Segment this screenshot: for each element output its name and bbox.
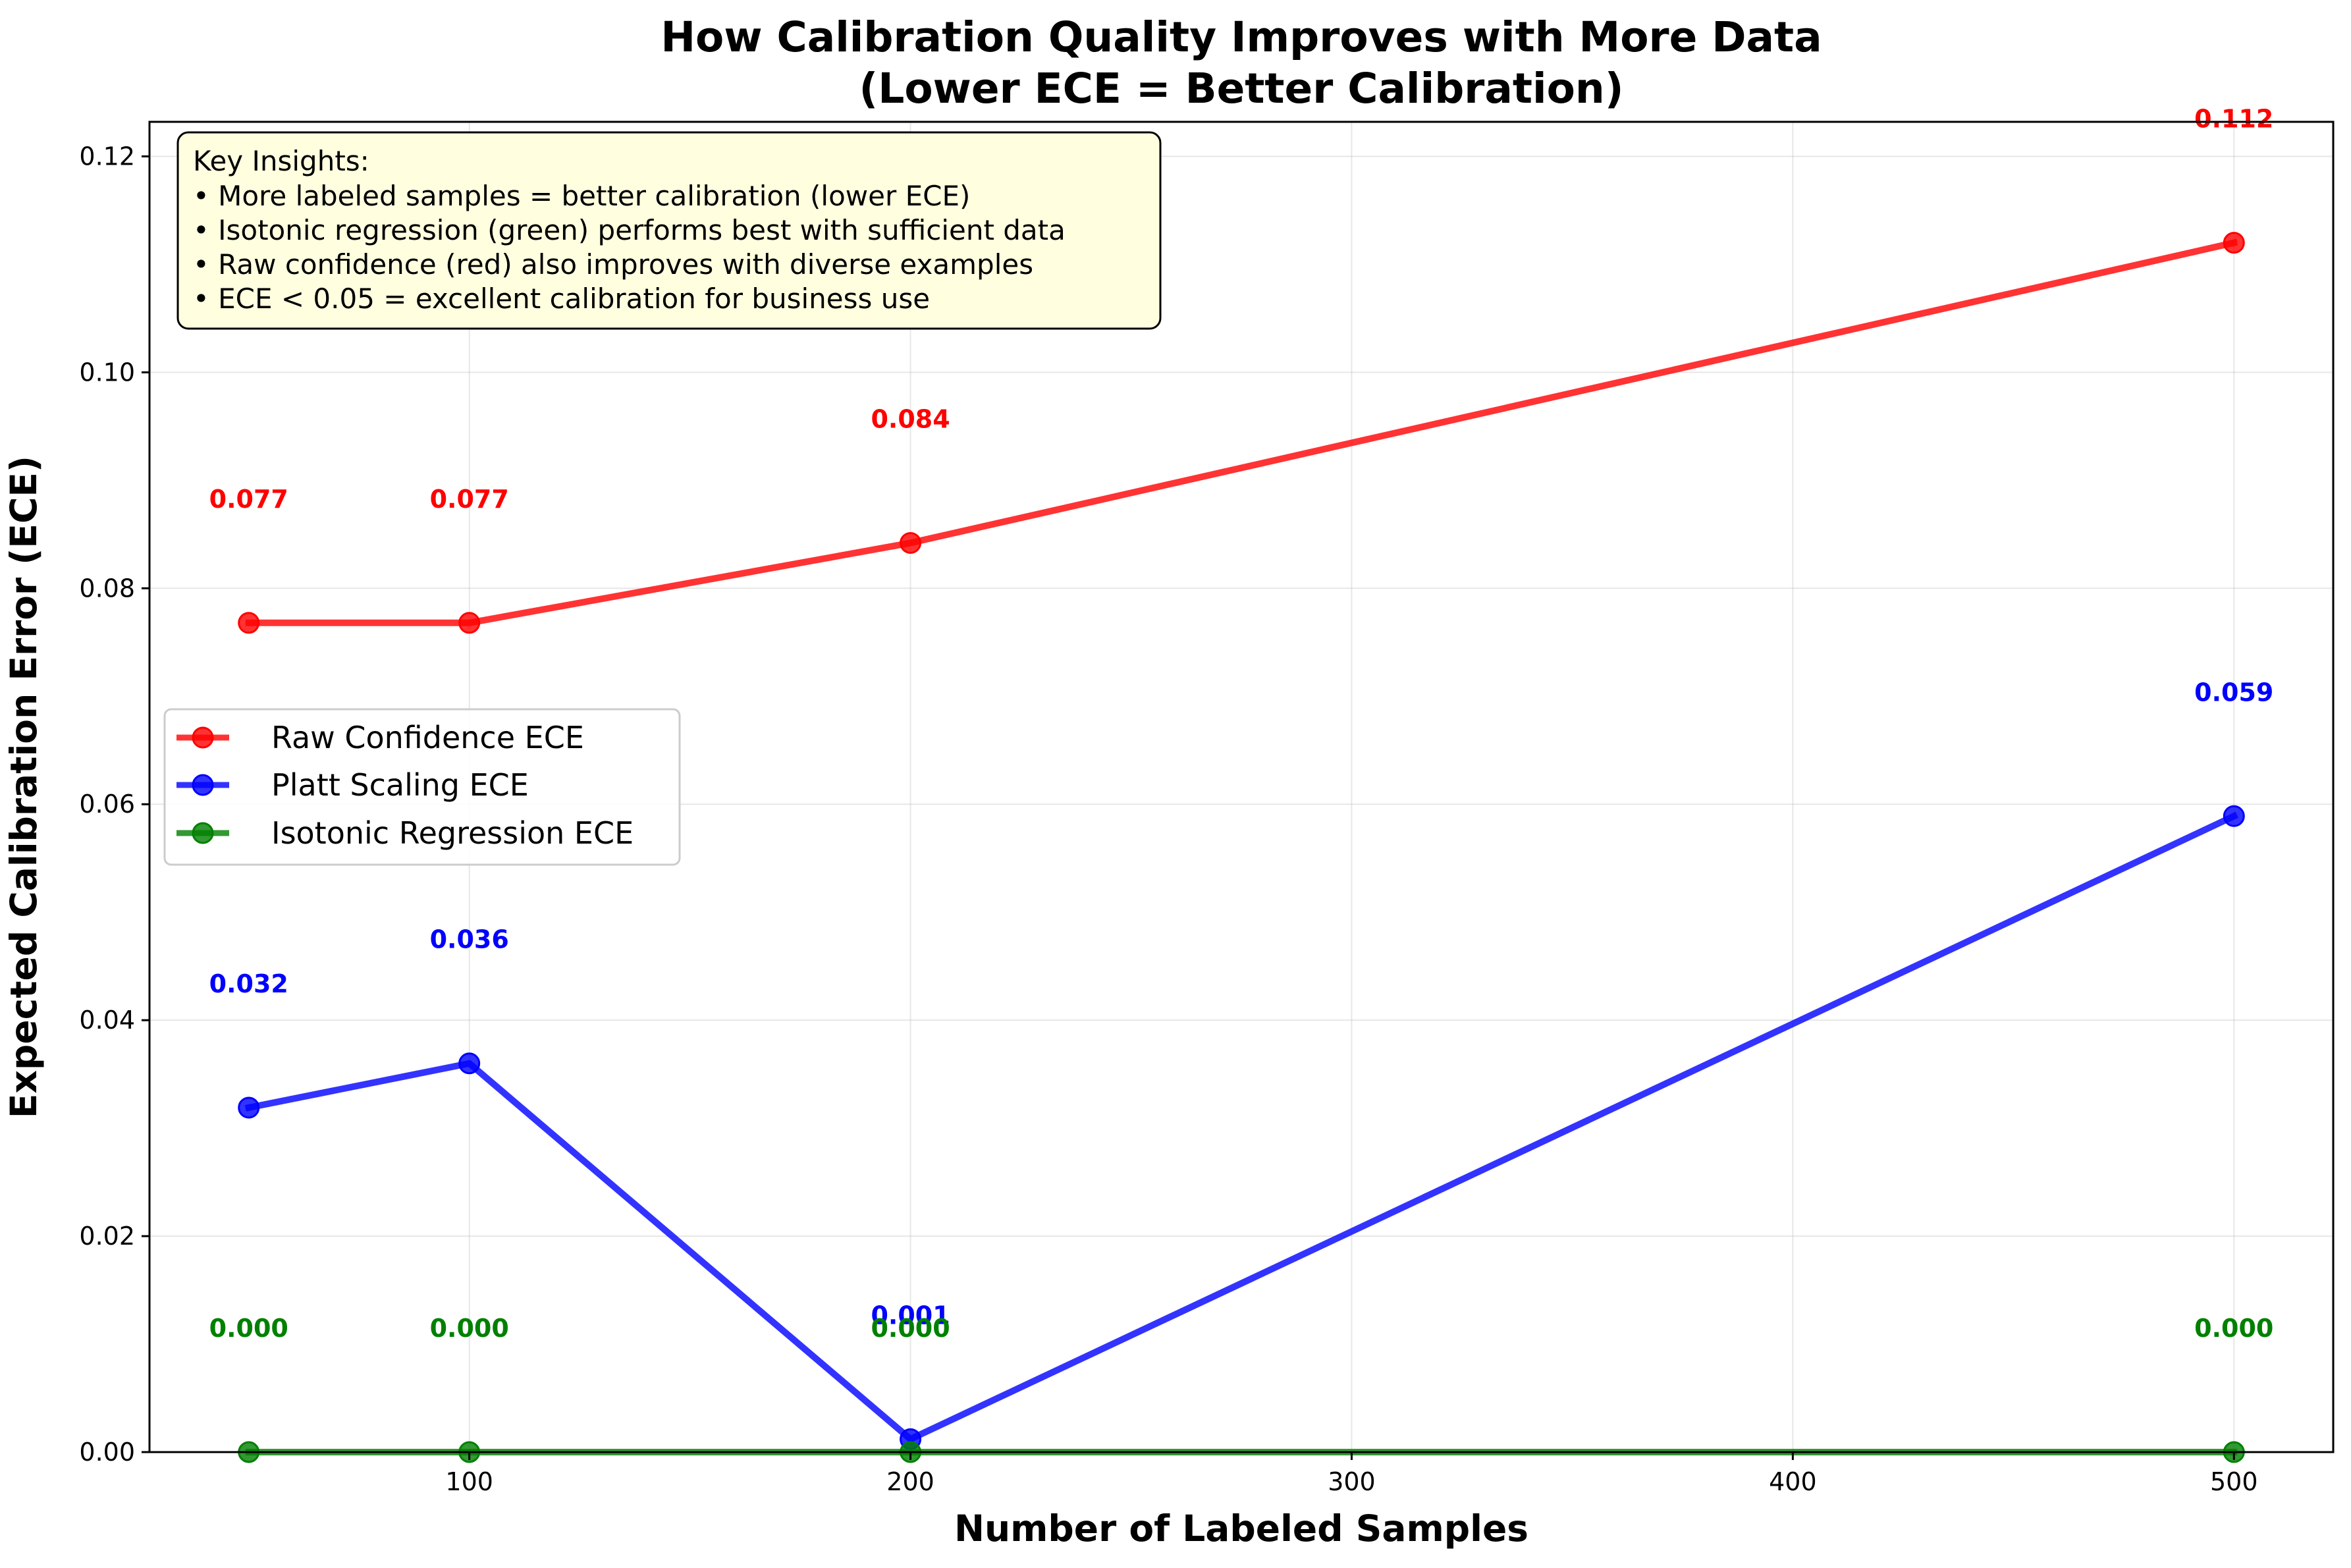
x-axis-label: Number of Labeled Samples	[954, 1507, 1528, 1550]
y-tick-label: 0.00	[79, 1438, 135, 1467]
x-tick-label: 400	[1769, 1467, 1817, 1496]
chart-title-line-1: How Calibration Quality Improves with Mo…	[661, 13, 1822, 61]
x-tick-label: 200	[886, 1467, 934, 1496]
insight-line-4: • ECE < 0.05 = excellent calibration for…	[193, 283, 930, 315]
data-label-raw-confidence: 0.084	[871, 404, 950, 433]
legend-box	[163, 708, 681, 866]
legend-label-isotonic-regression: Isotonic Regression ECE	[271, 815, 634, 851]
y-tick-label: 0.04	[79, 1006, 135, 1035]
data-point-platt-scaling	[2223, 805, 2245, 827]
y-tick-label: 0.08	[79, 574, 135, 603]
x-tick-label: 300	[1328, 1467, 1376, 1496]
legend-label-platt-scaling: Platt Scaling ECE	[271, 767, 529, 803]
x-tick-label: 100	[445, 1467, 493, 1496]
legend: Raw Confidence ECE Platt Scaling ECE Iso…	[163, 708, 681, 866]
data-label-isotonic-regression: 0.000	[430, 1314, 509, 1343]
insight-line-2: • Isotonic regression (green) performs b…	[193, 214, 1066, 246]
data-label-raw-confidence: 0.112	[2194, 105, 2273, 134]
data-label-platt-scaling: 0.001	[871, 1301, 950, 1330]
data-label-platt-scaling: 0.036	[430, 925, 509, 954]
legend-marker-raw-confidence	[192, 726, 214, 749]
data-label-platt-scaling: 0.032	[209, 969, 288, 998]
data-point-raw-confidence	[458, 612, 481, 634]
x-tick-label: 500	[2210, 1467, 2258, 1496]
y-tick-label: 0.06	[79, 790, 135, 819]
data-label-raw-confidence: 0.077	[209, 485, 288, 514]
insight-line-1: • More labeled samples = better calibrat…	[193, 180, 970, 212]
x-axis-ticks: 100 200 300 400 500	[445, 1452, 2258, 1496]
legend-marker-platt-scaling	[192, 774, 214, 796]
y-tick-label: 0.12	[79, 142, 135, 171]
data-label-raw-confidence: 0.077	[430, 485, 509, 514]
chart-title: How Calibration Quality Improves with Mo…	[661, 13, 1822, 113]
data-label-isotonic-regression: 0.000	[209, 1314, 288, 1343]
insights-box: Key Insights: • More labeled samples = b…	[176, 131, 1162, 330]
data-point-platt-scaling	[238, 1096, 260, 1119]
data-point-raw-confidence	[2223, 232, 2245, 254]
legend-marker-isotonic-regression	[192, 822, 214, 844]
data-point-platt-scaling	[458, 1052, 481, 1075]
data-point-raw-confidence	[238, 612, 260, 634]
data-label-platt-scaling: 0.059	[2194, 678, 2273, 707]
y-axis-ticks: 0.00 0.02 0.04 0.06 0.08 0.10 0.12	[79, 142, 149, 1467]
insight-line-3: • Raw confidence (red) also improves wit…	[193, 248, 1033, 281]
data-label-isotonic-regression: 0.000	[871, 1314, 950, 1343]
series-line-raw-confidence	[245, 238, 2238, 626]
y-tick-label: 0.10	[79, 358, 135, 387]
chart-title-line-2: (Lower ECE = Better Calibration)	[859, 65, 1623, 113]
legend-label-raw-confidence: Raw Confidence ECE	[271, 720, 584, 755]
y-tick-label: 0.02	[79, 1222, 135, 1251]
series-line-platt-scaling	[244, 811, 2238, 1443]
insights-title: Key Insights:	[193, 145, 369, 177]
plot-frame	[148, 121, 2335, 1453]
data-labels: 0.077 0.077 0.084 0.112 0.032 0.036 0.001 0.059…	[209, 105, 2274, 1343]
data-point-raw-confidence	[900, 531, 922, 554]
data-label-isotonic-regression: 0.000	[2194, 1314, 2273, 1343]
y-axis-label: Expected Calibration Error (ECE)	[3, 456, 45, 1118]
insights-box-background	[176, 131, 1162, 330]
